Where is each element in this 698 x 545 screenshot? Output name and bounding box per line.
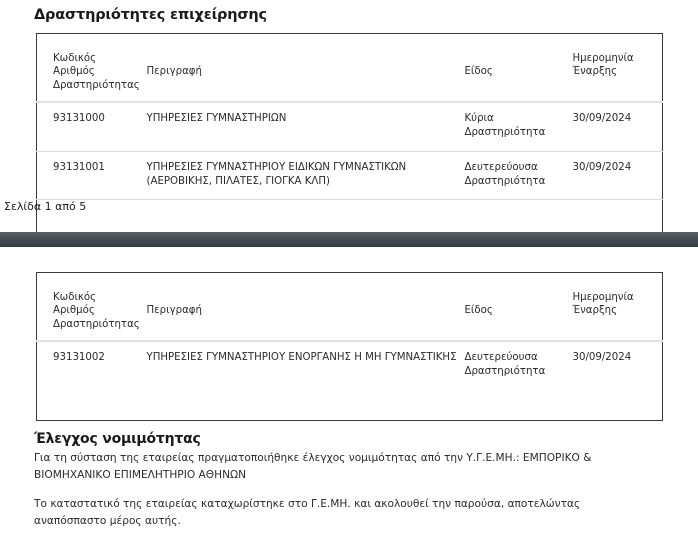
page-separator-bar bbox=[0, 232, 698, 247]
column-header-date-line-2: Έναρξης bbox=[572, 66, 618, 78]
cell-activity-code: 93131002 bbox=[36, 340, 147, 390]
cell-description: ΥΠΗΡΕΣΙΕΣ ΓΥΜΝΑΣΤΗΡΙΟΥ ΕΝΟΡΓΑΝΗΣ Η ΜΗ ΓΥ… bbox=[146, 340, 465, 390]
column-header-start-date: Ημερομηνία Έναρξης bbox=[573, 273, 663, 342]
cell-kind-line-2: Δραστηριότητα bbox=[464, 366, 546, 378]
column-header-start-date: Ημερομηνία Έναρξης bbox=[573, 34, 663, 103]
page-indicator: Σελίδα 1 από 5 bbox=[4, 200, 87, 213]
cell-empty bbox=[573, 390, 663, 421]
cell-activity-code: 93131001 bbox=[36, 150, 147, 200]
cell-empty bbox=[36, 198, 147, 233]
cell-start-date: 30/09/2024 bbox=[572, 150, 663, 200]
cell-empty bbox=[147, 390, 465, 421]
column-header-date-line-1: Ημερομηνία bbox=[572, 53, 634, 64]
cell-kind-line-2: Δραστηριότητα bbox=[464, 175, 546, 187]
table-row: 93131001 ΥΠΗΡΕΣΙΕΣ ΓΥΜΝΑΣΤΗΡΙΟΥ ΕΙΔΙΚΩΝ … bbox=[36, 150, 663, 200]
table-bottom-spacer bbox=[37, 390, 663, 421]
cell-empty bbox=[37, 390, 147, 421]
column-header-activity-code: Κωδικός Αριθμός Δραστηριότητας bbox=[37, 34, 147, 103]
cell-kind: Κύρια Δραστηριότητα bbox=[464, 101, 573, 152]
cell-empty bbox=[572, 198, 663, 233]
column-header-kind: Είδος bbox=[465, 34, 573, 103]
cell-empty bbox=[464, 198, 573, 233]
cell-kind-line-1: Κύρια bbox=[464, 113, 494, 125]
cell-kind-line-2: Δραστηριότητα bbox=[464, 127, 546, 139]
cell-description: ΥΠΗΡΕΣΙΕΣ ΓΥΜΝΑΣΤΗΡΙΟΥ ΕΙΔΙΚΩΝ ΓΥΜΝΑΣΤΙΚ… bbox=[146, 150, 465, 200]
page-title: Δραστηριότητες επιχείρησης bbox=[34, 7, 267, 23]
cell-description: ΥΠΗΡΕΣΙΕΣ ΓΥΜΝΑΣΤΗΡΙΩΝ bbox=[146, 101, 465, 152]
table-header-row: Κωδικός Αριθμός Δραστηριότητας Περιγραφή… bbox=[37, 34, 663, 103]
legality-paragraph-2: Το καταστατικό της εταιρείας καταχωρίστη… bbox=[34, 498, 581, 528]
column-header-kind-label: Είδος bbox=[464, 305, 493, 317]
cell-kind: Δευτερεύουσα Δραστηριότητα bbox=[464, 150, 573, 200]
cell-kind: Δευτερεύουσα Δραστηριότητα bbox=[464, 340, 573, 390]
table-row: 93131000 ΥΠΗΡΕΣΙΕΣ ΓΥΜΝΑΣΤΗΡΙΩΝ Κύρια Δρ… bbox=[36, 101, 663, 152]
cell-kind-line-1: Δευτερεύουσα bbox=[464, 352, 538, 364]
cell-empty bbox=[465, 390, 573, 421]
column-header-kind: Είδος bbox=[465, 273, 573, 342]
cell-start-date: 30/09/2024 bbox=[572, 340, 663, 390]
column-header-description: Περιγραφή bbox=[147, 34, 465, 103]
column-header-code-line-2: Δραστηριότητας bbox=[53, 318, 140, 330]
column-header-code-line-2: Δραστηριότητας bbox=[53, 79, 140, 91]
column-header-description: Περιγραφή bbox=[147, 273, 465, 342]
column-header-code-line-1: Κωδικός Αριθμός bbox=[53, 292, 97, 317]
cell-start-date: 30/09/2024 bbox=[572, 101, 663, 152]
column-header-activity-code: Κωδικός Αριθμός Δραστηριότητας bbox=[37, 273, 147, 342]
table-row: 93131002 ΥΠΗΡΕΣΙΕΣ ΓΥΜΝΑΣΤΗΡΙΟΥ ΕΝΟΡΓΑΝΗ… bbox=[36, 340, 663, 390]
legality-section-title: Έλεγχος νομιμότητας bbox=[34, 431, 201, 447]
activities-table-page-2: Κωδικός Αριθμός Δραστηριότητας Περιγραφή… bbox=[36, 272, 663, 421]
table-header-row: Κωδικός Αριθμός Δραστηριότητας Περιγραφή… bbox=[37, 273, 663, 342]
column-header-kind-label: Είδος bbox=[464, 66, 493, 78]
cell-activity-code: 93131000 bbox=[36, 101, 147, 152]
column-header-code-line-1: Κωδικός Αριθμός bbox=[53, 53, 97, 78]
legality-paragraph-1: Για τη σύσταση της εταιρείας πραγματοποι… bbox=[34, 452, 592, 482]
column-header-date-line-1: Ημερομηνία bbox=[572, 292, 634, 303]
column-header-description-label: Περιγραφή bbox=[146, 305, 202, 317]
table-row-clipped bbox=[36, 198, 663, 233]
cell-empty bbox=[146, 198, 465, 233]
column-header-date-line-2: Έναρξης bbox=[572, 305, 618, 317]
cell-kind-line-1: Δευτερεύουσα bbox=[464, 161, 538, 173]
column-header-description-label: Περιγραφή bbox=[146, 66, 202, 78]
activities-table-page-1: Κωδικός Αριθμός Δραστηριότητας Περιγραφή… bbox=[36, 33, 663, 233]
